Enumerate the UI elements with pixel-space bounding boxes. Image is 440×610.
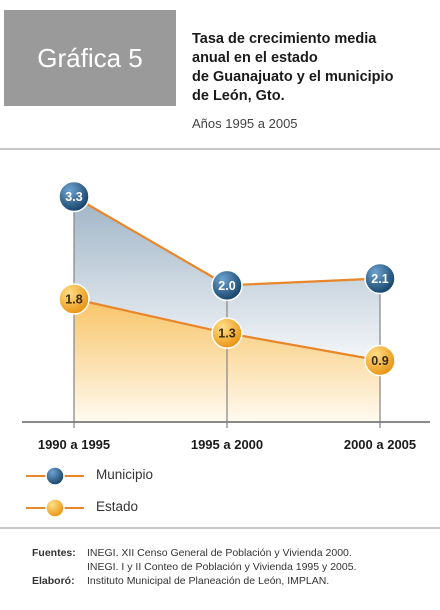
chart-title: Tasa de crecimiento media anual en el es… (192, 30, 432, 106)
source-line: INEGI. I y II Conteo de Población y Vivi… (87, 561, 357, 573)
credit-label: Elaboró: (32, 575, 75, 587)
title-line: anual en el estado (192, 50, 318, 66)
data-point-estado (58, 283, 90, 315)
data-label-municipio: 3.3 (65, 190, 82, 204)
title-line: de Guanajuato y el municipio (192, 69, 394, 85)
data-point-municipio (364, 262, 396, 295)
legend-label-estado: Estado (96, 499, 139, 514)
sources-row: INEGI. I y II Conteo de Población y Vivi… (32, 561, 356, 573)
legend-item-municipio: Municipio (22, 464, 242, 488)
x-tick-label: 1995 a 2000 (191, 437, 263, 452)
legend-marker-estado (26, 498, 84, 518)
line-chart: 3.3 2.0 2.1 1.8 1.3 0.9 1990 a 1995 1995 a 2000… (22, 180, 430, 452)
data-label-municipio: 2.0 (218, 279, 235, 293)
data-label-estado: 0.9 (371, 354, 388, 368)
chart-header: Gráfica 5 Tasa de crecimiento media anua… (0, 0, 440, 150)
data-point-estado (211, 317, 243, 349)
source-line: INEGI. XII Censo General de Población y … (87, 547, 352, 559)
sources-label: Fuentes: (32, 547, 76, 559)
sources-footer: Fuentes: INEGI. XII Censo General de Pobl… (0, 527, 440, 610)
x-tick-label: 2000 a 2005 (344, 437, 416, 452)
figure-badge: Gráfica 5 (4, 10, 176, 106)
figure-badge-label: Gráfica 5 (37, 43, 143, 73)
legend-item-estado: Estado (22, 496, 242, 520)
data-label-estado: 1.8 (65, 293, 82, 307)
data-point-municipio (58, 180, 90, 213)
sources-row: Fuentes: INEGI. XII Censo General de Pobl… (32, 547, 352, 559)
chart-subtitle: Años 1995 a 2005 (192, 116, 298, 131)
data-point-estado (364, 344, 396, 377)
chart-legend: Municipio Estado (22, 458, 242, 524)
legend-marker-municipio (26, 466, 84, 486)
title-line: de León, Gto. (192, 88, 285, 104)
credit-row: Elaboró: Instituto Municipal de Planeació… (32, 575, 329, 587)
title-line: Tasa de crecimiento media (192, 31, 377, 47)
data-label-municipio: 2.1 (371, 272, 388, 286)
credit-text: Instituto Municipal de Planeación de Leó… (87, 575, 330, 587)
area-between-series (74, 196, 380, 361)
data-label-estado: 1.3 (218, 327, 235, 341)
data-point-municipio (211, 269, 243, 302)
x-tick-label: 1990 a 1995 (38, 437, 110, 452)
legend-label-municipio: Municipio (96, 467, 154, 482)
